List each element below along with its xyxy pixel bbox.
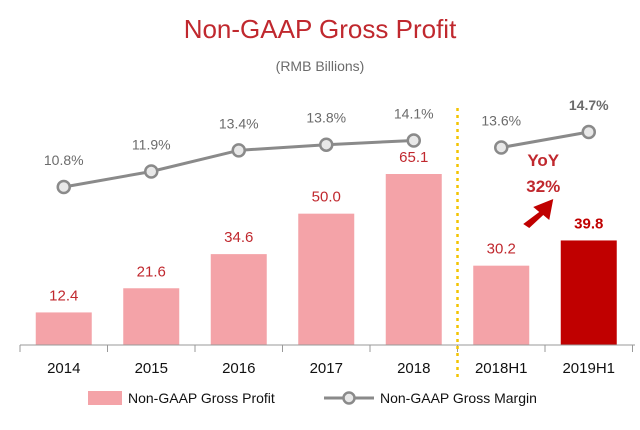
legend-label-line: Non-GAAP Gross Margin bbox=[380, 390, 537, 406]
margin-point-2018 bbox=[406, 133, 421, 148]
x-tick-label-2014: 2014 bbox=[47, 360, 80, 377]
margin-value-label-2015: 11.9% bbox=[132, 136, 171, 152]
yoy-up-arrow-icon bbox=[523, 199, 554, 228]
margin-point-2018h1 bbox=[494, 140, 509, 155]
margin-line-half-year bbox=[500, 130, 590, 149]
bar-value-label-2016: 34.6 bbox=[224, 229, 253, 246]
legend-label-bar: Non-GAAP Gross Profit bbox=[128, 390, 275, 406]
margin-point-2017 bbox=[319, 137, 334, 152]
chart-subtitle: (RMB Billions) bbox=[275, 58, 365, 74]
margin-value-label-2018: 14.1% bbox=[394, 105, 434, 121]
margin-point-2015 bbox=[144, 164, 159, 179]
bar-2018h1 bbox=[473, 265, 530, 345]
bar-value-label-2018: 65.1 bbox=[399, 149, 428, 166]
yoy-label: YoY bbox=[527, 151, 559, 170]
yoy-value: 32% bbox=[526, 177, 560, 196]
margin-value-label-2016: 13.4% bbox=[219, 115, 259, 131]
margin-point-2019h1 bbox=[581, 124, 596, 140]
bar-2018 bbox=[385, 174, 442, 345]
bar-2014 bbox=[35, 312, 92, 345]
x-tick-label-2018: 2018 bbox=[397, 360, 430, 377]
x-tick-label-2018h1: 2018H1 bbox=[475, 360, 528, 377]
legend-swatch-bar bbox=[88, 391, 122, 405]
bar-2015 bbox=[123, 288, 180, 345]
margin-point-2014 bbox=[56, 179, 71, 195]
bar-value-label-2018h1: 30.2 bbox=[487, 241, 516, 258]
margin-value-label-2019h1: 14.7% bbox=[569, 97, 609, 113]
legend-swatch-marker bbox=[342, 391, 356, 405]
bar-value-label-2017: 50.0 bbox=[312, 189, 341, 206]
bar-value-label-2019h1: 39.8 bbox=[574, 215, 603, 232]
bar-2016 bbox=[210, 254, 267, 345]
data-labels: 12.4 21.6 34.6 50.0 65.1 30.2 39.8 10.8% 11.9% 13… bbox=[44, 97, 609, 304]
bar-value-label-2015: 21.6 bbox=[137, 263, 166, 280]
x-axis: 2014 2015 2016 2017 2018 2018H1 2019H1 bbox=[19, 108, 635, 380]
chart-title: Non-GAAP Gross Profit bbox=[183, 14, 457, 44]
margin-point-2016 bbox=[231, 143, 246, 158]
x-tick-label-2017: 2017 bbox=[310, 360, 343, 377]
bar-series bbox=[35, 174, 617, 345]
margin-value-label-2017: 13.8% bbox=[306, 110, 346, 126]
yoy-annotation: YoY 32% bbox=[523, 151, 560, 228]
margin-value-label-2014: 10.8% bbox=[44, 152, 84, 168]
margin-value-label-2018h1: 13.6% bbox=[481, 113, 521, 129]
legend: Non-GAAP Gross Profit Non-GAAP Gross Marg… bbox=[88, 390, 537, 406]
x-tick-label-2019h1: 2019H1 bbox=[562, 360, 615, 377]
bar-value-label-2014: 12.4 bbox=[49, 287, 78, 304]
margin-line-series bbox=[56, 124, 596, 195]
x-tick-label-2015: 2015 bbox=[135, 360, 168, 377]
bar-2017 bbox=[298, 213, 355, 345]
x-tick-label-2016: 2016 bbox=[222, 360, 255, 377]
bar-2019h1 bbox=[560, 240, 617, 345]
